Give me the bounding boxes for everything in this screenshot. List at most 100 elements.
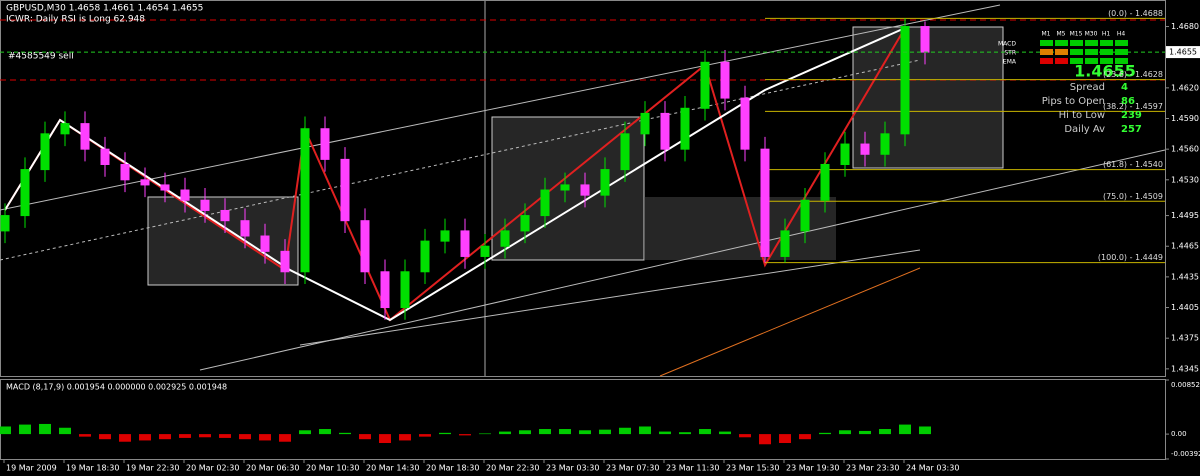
macd-bar bbox=[499, 431, 511, 435]
signal-row: MACD bbox=[998, 41, 1016, 48]
candle-body bbox=[700, 61, 710, 109]
info-key: Pips to Open bbox=[1042, 96, 1105, 107]
candle-body bbox=[360, 220, 370, 273]
info-key: Daily Av bbox=[1064, 124, 1105, 135]
candle-body bbox=[220, 209, 230, 222]
macd-bar bbox=[779, 434, 791, 443]
candle-body bbox=[500, 230, 510, 247]
signal-cell bbox=[1070, 58, 1083, 64]
macd-bar bbox=[99, 434, 111, 440]
signal-cell bbox=[1115, 40, 1128, 46]
macd-bar bbox=[39, 423, 51, 435]
fib-label: (61.8) - 1.4540 bbox=[1103, 160, 1163, 169]
signal-row: STR bbox=[1004, 50, 1016, 57]
x-tick-label: 20 Mar 10:30 bbox=[306, 464, 359, 473]
candle-body bbox=[460, 230, 470, 257]
signal-col: H4 bbox=[1117, 31, 1126, 38]
fib-label: (23.6) - 1.4628 bbox=[1103, 70, 1163, 79]
macd-bar bbox=[239, 434, 251, 440]
macd-bar bbox=[419, 434, 431, 437]
macd-tick-label: 0.008524 bbox=[1171, 381, 1200, 389]
macd-bar bbox=[639, 426, 651, 435]
candle-body bbox=[160, 184, 170, 191]
candle-body bbox=[40, 133, 50, 171]
macd-bar bbox=[199, 434, 211, 438]
macd-bar bbox=[839, 430, 851, 435]
x-tick-label: 23 Mar 15:30 bbox=[726, 464, 779, 473]
candle-body bbox=[660, 112, 670, 150]
signal-cell bbox=[1055, 49, 1068, 55]
candle-body bbox=[0, 215, 10, 232]
macd-bar bbox=[219, 434, 231, 438]
candle-body bbox=[680, 107, 690, 150]
macd-bar bbox=[119, 434, 131, 442]
candle-body bbox=[580, 184, 590, 196]
candle-body bbox=[800, 199, 810, 232]
macd-bar bbox=[859, 430, 871, 435]
candle-body bbox=[780, 230, 790, 257]
macd-bar bbox=[179, 434, 191, 438]
candle-body bbox=[120, 163, 130, 181]
candle-body bbox=[200, 199, 210, 211]
x-tick-label: 23 Mar 07:30 bbox=[606, 464, 659, 473]
y-tick-label: 1.4405 bbox=[1171, 303, 1199, 312]
macd-bar bbox=[899, 424, 911, 435]
candle-body bbox=[880, 133, 890, 155]
last-price-box bbox=[1166, 46, 1200, 59]
signal-col: M5 bbox=[1057, 31, 1066, 38]
macd-bar bbox=[0, 426, 11, 435]
order-note: #4585549 sell bbox=[8, 52, 74, 62]
last-price-label: 1.4655 bbox=[1169, 48, 1197, 57]
x-tick-label: 19 Mar 22:30 bbox=[126, 464, 179, 473]
macd-bar bbox=[359, 434, 371, 440]
macd-bar bbox=[159, 434, 171, 440]
signal-cell bbox=[1040, 40, 1053, 46]
y-tick-label: 1.4560 bbox=[1171, 145, 1199, 154]
signal-row: EMA bbox=[1003, 59, 1017, 66]
boxes bbox=[147, 26, 1004, 286]
y-tick-label: 1.4590 bbox=[1171, 114, 1199, 123]
macd-bar bbox=[559, 429, 571, 435]
macd-bar bbox=[139, 434, 151, 441]
candle-body bbox=[20, 169, 30, 217]
signal-col: M15 bbox=[1070, 31, 1083, 38]
signal-cell bbox=[1100, 49, 1113, 55]
y-tick-label: 1.4345 bbox=[1171, 364, 1199, 373]
candle-body bbox=[520, 215, 530, 232]
y-tick-label: 1.4465 bbox=[1171, 242, 1199, 251]
fib-label: (38.2) - 1.4597 bbox=[1103, 102, 1163, 111]
y-tick-label: 1.4375 bbox=[1171, 334, 1199, 343]
signal-cell bbox=[1100, 58, 1113, 64]
macd-bar bbox=[599, 429, 611, 435]
candle-body bbox=[340, 158, 350, 222]
x-tick-label: 20 Mar 18:30 bbox=[426, 464, 479, 473]
macd-bar bbox=[719, 431, 731, 435]
y-tick-label: 1.4530 bbox=[1171, 175, 1199, 184]
candle-body bbox=[260, 235, 270, 252]
y-tick-label: 1.4620 bbox=[1171, 83, 1199, 92]
signal-cell bbox=[1070, 40, 1083, 46]
macd-tick-label: 0.00 bbox=[1171, 430, 1187, 438]
candle-body bbox=[420, 240, 430, 273]
macd-bar bbox=[879, 429, 891, 435]
macd-bar bbox=[919, 426, 931, 435]
signal-col: M1 bbox=[1042, 31, 1051, 38]
info-value: 86 bbox=[1121, 96, 1135, 107]
candle-body bbox=[640, 112, 650, 135]
signal-cell bbox=[1055, 40, 1068, 46]
candle-body bbox=[620, 133, 630, 171]
macd-bar bbox=[279, 434, 291, 442]
signal-col: H1 bbox=[1102, 31, 1111, 38]
x-tick-label: 23 Mar 03:30 bbox=[546, 464, 599, 473]
info-value: 4 bbox=[1121, 82, 1128, 93]
macd-bar bbox=[439, 432, 451, 435]
x-tick-label: 19 Mar 2009 bbox=[6, 464, 57, 473]
signal-cell bbox=[1055, 58, 1068, 64]
signal-cell bbox=[1085, 40, 1098, 46]
x-tick-label: 20 Mar 02:30 bbox=[186, 464, 239, 473]
fib-label: (100.0) - 1.4449 bbox=[1098, 253, 1163, 262]
candle-body bbox=[320, 128, 330, 160]
candle-body bbox=[380, 271, 390, 309]
signal-cell bbox=[1115, 49, 1128, 55]
